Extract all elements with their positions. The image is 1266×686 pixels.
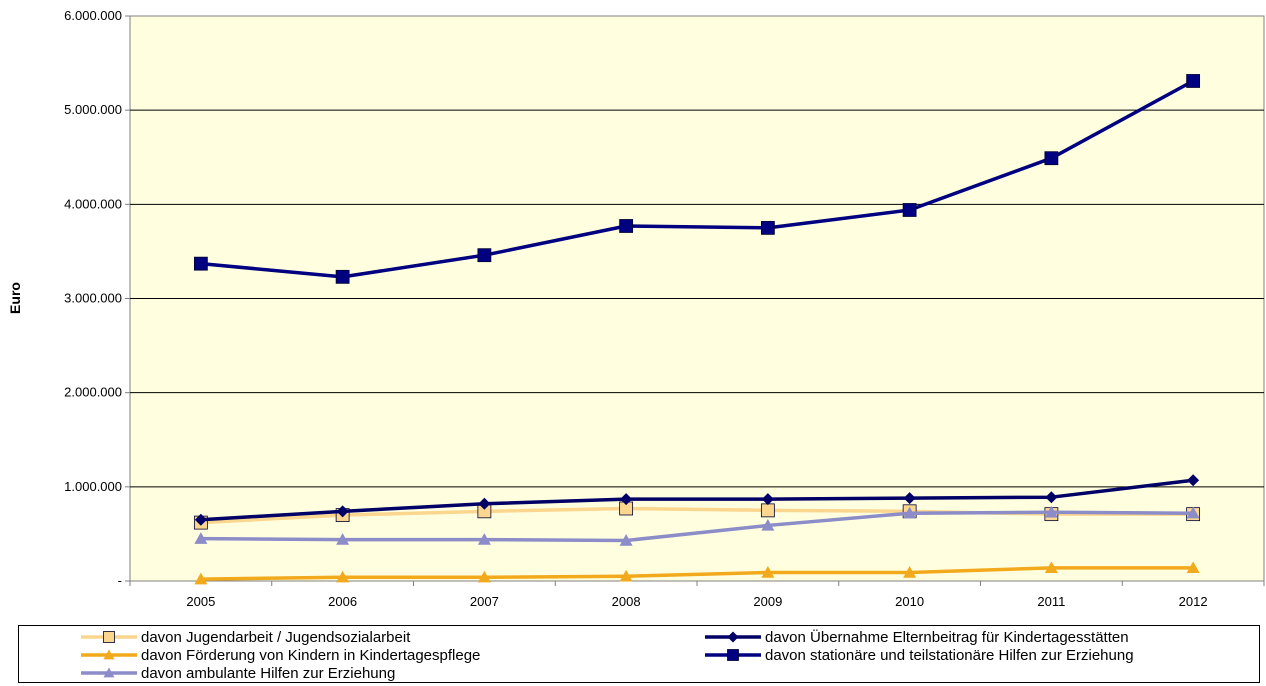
x-tick-label: 2008 xyxy=(612,594,641,609)
data-point-marker xyxy=(477,533,491,545)
legend-swatch xyxy=(81,631,137,643)
data-point-marker xyxy=(727,631,739,643)
data-point-marker xyxy=(477,248,492,263)
data-point-marker xyxy=(1186,561,1200,574)
y-tick-label: 5.000.000 xyxy=(64,102,122,117)
legend-label: davon ambulante Hilfen zur Erziehung xyxy=(141,664,396,682)
data-point-marker xyxy=(477,570,491,583)
y-tick-label: 4.000.000 xyxy=(64,196,122,211)
data-point-marker xyxy=(335,269,350,284)
legend-item: davon ambulante Hilfen zur Erziehung xyxy=(79,664,395,682)
y-axis-ticks: - 1.000.000 2.000.000 3.000.000 4.000.000 5.0… xyxy=(64,8,130,588)
data-point-marker xyxy=(103,667,115,678)
data-point-marker xyxy=(760,220,775,235)
legend-swatch xyxy=(81,667,137,678)
data-point-marker xyxy=(761,493,774,506)
legend-item: davon Förderung von Kindern in Kindertag… xyxy=(79,646,480,664)
legend-item: davon Jugendarbeit / Jugendsozialarbeit xyxy=(79,628,410,646)
legend-swatch xyxy=(81,649,137,660)
series-3 xyxy=(193,74,1201,284)
data-point-marker xyxy=(619,219,634,233)
series-line xyxy=(200,510,1194,543)
gridlines xyxy=(130,109,1264,488)
data-point-marker xyxy=(1044,561,1058,574)
data-point-marker xyxy=(727,649,739,661)
data-point-marker xyxy=(1044,151,1059,166)
data-point-marker xyxy=(619,569,633,582)
series-line xyxy=(200,79,1194,279)
data-point-marker xyxy=(194,532,208,544)
x-tick-label: 2006 xyxy=(328,594,357,609)
data-point-marker xyxy=(619,534,633,546)
y-tick-label: 1.000.000 xyxy=(64,479,122,494)
data-point-marker xyxy=(193,256,208,271)
data-point-marker xyxy=(1186,74,1201,88)
legend-swatch xyxy=(705,649,761,661)
y-axis-label: Euro xyxy=(7,282,23,314)
x-tick-label: 2005 xyxy=(186,594,215,609)
data-point-marker xyxy=(103,649,115,660)
data-point-marker xyxy=(103,631,115,643)
legend-label: davon stationäre und teilstationäre Hilf… xyxy=(765,646,1134,664)
y-tick-label: - xyxy=(118,573,122,588)
series-line xyxy=(200,566,1194,581)
y-tick-label: 6.000.000 xyxy=(64,8,122,23)
series-4 xyxy=(194,505,1200,546)
data-point-marker xyxy=(761,566,775,578)
data-point-marker xyxy=(194,513,207,526)
data-point-marker xyxy=(1045,491,1058,504)
x-tick-label: 2010 xyxy=(895,594,924,609)
legend-label: davon Übernahme Elternbeitrag für Kinder… xyxy=(765,628,1129,646)
legend-label: davon Förderung von Kindern in Kindertag… xyxy=(141,646,481,664)
data-point-marker xyxy=(1044,505,1058,518)
line-chart: - 1.000.000 2.000.000 3.000.000 4.000.000 5.0… xyxy=(7,8,1265,609)
data-point-marker xyxy=(903,566,917,578)
data-point-marker xyxy=(903,506,917,519)
legend-item: davon Übernahme Elternbeitrag für Kinder… xyxy=(703,628,1129,646)
legend-label: davon Jugendarbeit / Jugendsozialarbeit xyxy=(141,628,411,646)
y-tick-label: 2.000.000 xyxy=(64,385,122,400)
series-line xyxy=(200,478,1194,522)
data-point-marker xyxy=(620,493,633,506)
data-point-marker xyxy=(1187,474,1200,487)
legend-swatch xyxy=(705,631,761,643)
data-point-marker xyxy=(760,503,775,518)
data-point-marker xyxy=(1186,506,1200,519)
series-2 xyxy=(194,561,1200,585)
series-lines xyxy=(193,74,1201,585)
y-tick-label: 3.000.000 xyxy=(64,291,122,306)
data-point-marker xyxy=(761,518,775,531)
x-tick-label: 2009 xyxy=(753,594,782,609)
data-point-marker xyxy=(478,497,491,510)
data-point-marker xyxy=(336,570,350,583)
series-1 xyxy=(194,474,1200,526)
x-axis-ticks: 2005 2006 2007 2008 2009 2010 2011 2012 xyxy=(129,581,1265,609)
data-point-marker xyxy=(336,533,350,545)
data-point-marker xyxy=(903,492,916,505)
legend-item: davon stationäre und teilstationäre Hilf… xyxy=(703,646,1134,664)
data-point-marker xyxy=(902,203,917,217)
x-tick-label: 2012 xyxy=(1179,594,1208,609)
x-tick-label: 2007 xyxy=(470,594,499,609)
data-point-marker xyxy=(194,572,208,585)
data-point-marker xyxy=(336,505,349,518)
x-tick-label: 2011 xyxy=(1037,594,1065,609)
legend: davon Jugendarbeit / Jugendsozialarbeit d… xyxy=(18,625,1260,683)
